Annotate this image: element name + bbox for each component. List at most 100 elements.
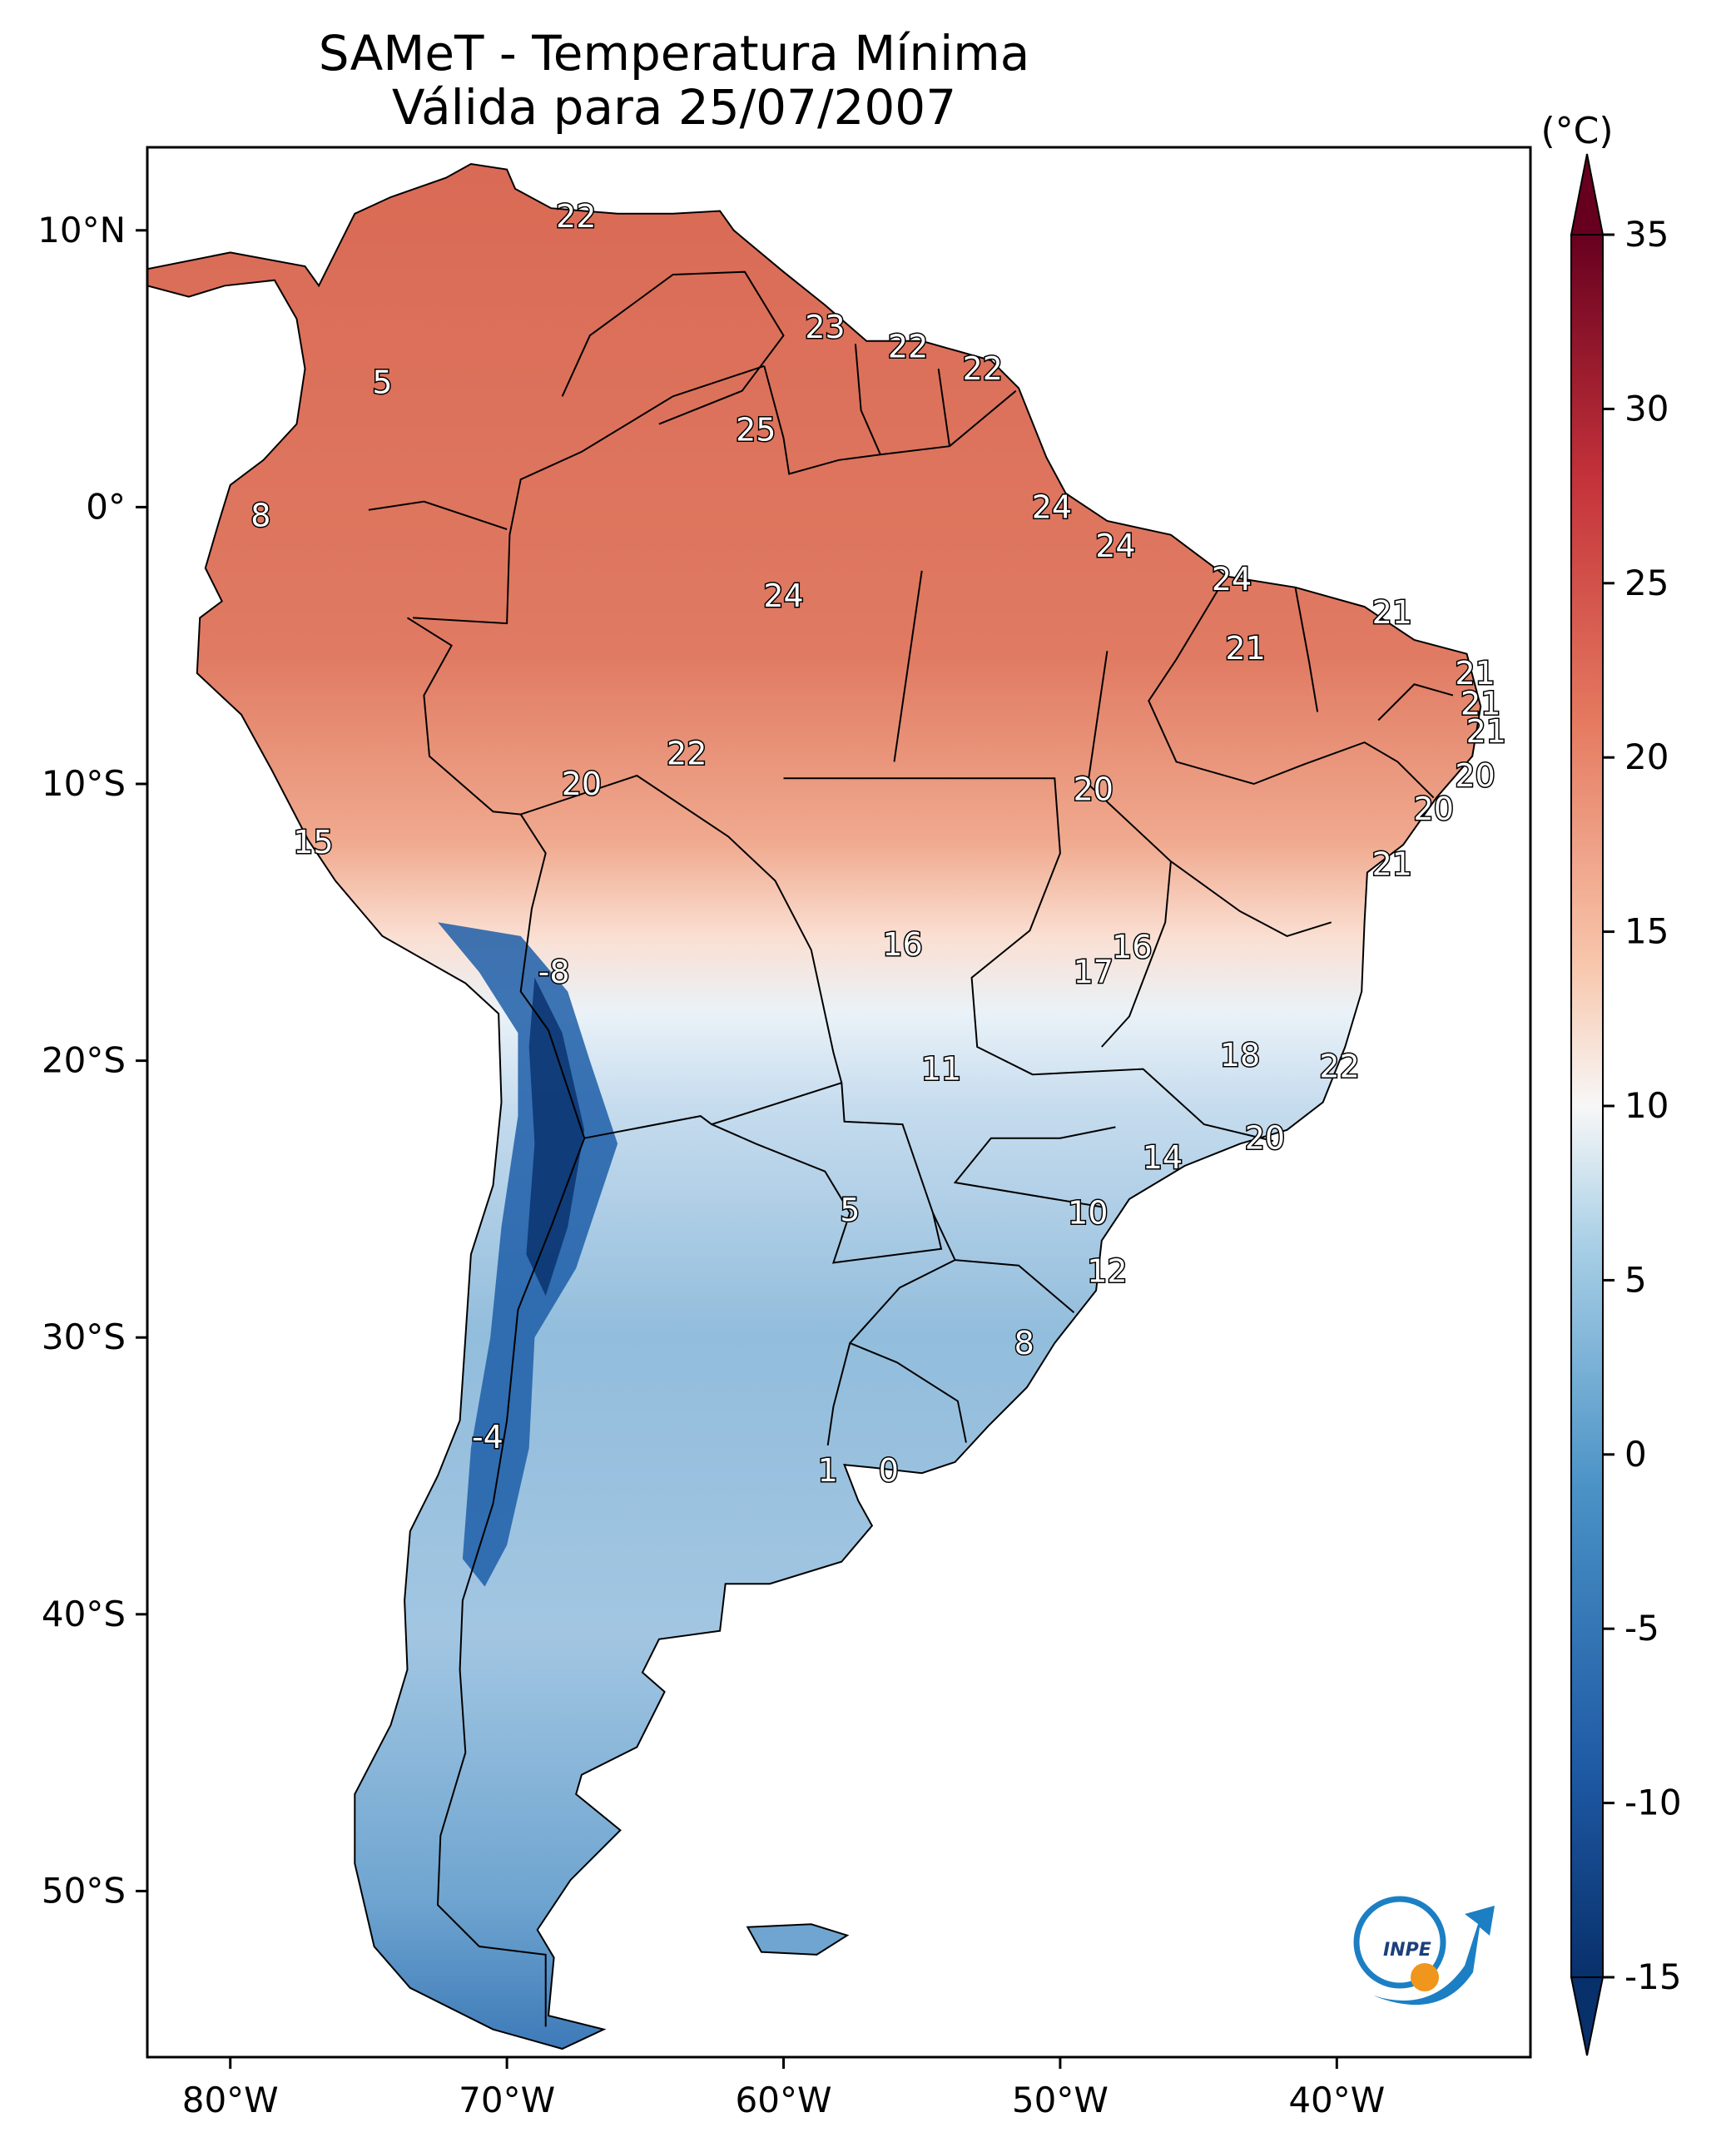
temperature-label: 16: [1112, 929, 1152, 965]
border-line: [1087, 651, 1172, 1048]
lat-tick-label: 30°S: [42, 1316, 126, 1357]
temperature-label: 24: [1095, 528, 1135, 564]
temperature-label: 21: [1225, 630, 1265, 667]
lat-tick-label: 20°S: [42, 1040, 126, 1081]
border-line: [783, 777, 1274, 1143]
temperature-label: 21: [1372, 846, 1412, 883]
border-line: [406, 617, 521, 816]
border-line: [519, 814, 586, 1139]
temperature-label: 20: [562, 766, 602, 802]
border-line: [1170, 860, 1332, 937]
temperature-label: 21: [1461, 686, 1500, 722]
border-line: [368, 500, 508, 530]
temperature-label: -8: [538, 954, 570, 990]
temperature-label: 14: [1143, 1139, 1183, 1176]
colorbar-tick-label: 20: [1624, 736, 1669, 777]
colorbar-tick-label: 5: [1624, 1259, 1647, 1300]
lon-tick-label: 70°W: [459, 2080, 555, 2120]
colorbar-unit: (°C): [1540, 110, 1613, 152]
border-line: [893, 570, 923, 762]
border-line: [849, 1341, 967, 1443]
lon-tick-label: 60°W: [736, 2080, 832, 2120]
temperature-label: 12: [1087, 1252, 1127, 1289]
map-subtitle: Válida para 25/07/2007: [391, 79, 957, 136]
temperature-label: 5: [840, 1192, 860, 1228]
border-line: [1377, 683, 1454, 721]
border-line: [413, 364, 765, 625]
border-line: [826, 1212, 956, 1446]
colorbar-tick-label: 25: [1624, 563, 1669, 603]
latitude-ticks: 10°N 0° 10°S 20°S 30°S 40°S 50°S: [37, 210, 147, 1911]
colorbar-tick-label: 0: [1624, 1434, 1647, 1475]
temperature-label: 24: [1212, 561, 1252, 598]
temperature-label: 20: [1074, 771, 1114, 808]
border-line: [1148, 575, 1435, 799]
temperature-label: 20: [1414, 791, 1454, 827]
temperature-label: 22: [963, 350, 1003, 387]
inpe-logo-swoosh: [1373, 1906, 1495, 2006]
border-line: [561, 270, 785, 425]
temperature-label: 16: [882, 926, 922, 963]
border-line: [711, 1083, 943, 1264]
temperature-label: 5: [372, 364, 392, 401]
temperature-label: 8: [250, 497, 270, 533]
border-line: [955, 1259, 1075, 1314]
colorbar-gradient: [1570, 234, 1604, 1978]
map-title: SAMeT - Temperatura Mínima: [318, 25, 1030, 82]
colorbar: (°C) 35 30 25 20 15 10 5 0 -5 -10 -15: [1540, 110, 1682, 2056]
map-frame: [146, 146, 1532, 2059]
longitude-ticks: 80°W 70°W 60°W 50°W 40°W: [182, 2057, 1385, 2120]
colorbar-tick-label: 15: [1624, 911, 1669, 952]
inpe-logo-text: INPE: [1383, 1940, 1431, 1961]
colorbar-tick-label: -15: [1624, 1956, 1682, 1997]
border-line: [854, 344, 881, 455]
colorbar-tick-label: 30: [1624, 388, 1669, 429]
lon-tick-label: 80°W: [182, 2080, 279, 2120]
temperature-label: 8: [1014, 1325, 1034, 1361]
temperature-label: 21: [1466, 713, 1506, 750]
temperature-label: 22: [667, 735, 707, 771]
temperature-label: 17: [1074, 954, 1114, 990]
border-line: [937, 368, 950, 447]
country-borders: [368, 270, 1454, 2027]
temperature-label: 22: [556, 198, 596, 235]
colorbar-tick-label: -10: [1624, 1783, 1682, 1823]
temperature-label: 25: [736, 411, 776, 448]
temperature-label: 21: [1455, 655, 1495, 692]
temperature-label: 0: [879, 1452, 899, 1489]
colorbar-tick-label: -5: [1624, 1608, 1659, 1649]
lon-tick-label: 50°W: [1012, 2080, 1109, 2120]
temperature-label: 11: [921, 1051, 961, 1088]
temperature-label: 18: [1220, 1037, 1260, 1074]
temperature-label: 10: [1068, 1195, 1108, 1232]
lat-tick-label: 10°N: [37, 210, 126, 250]
temperature-label: 15: [293, 824, 333, 860]
temperature-label: 21: [1372, 594, 1412, 631]
border-line: [520, 774, 843, 1139]
temperature-label: 20: [1455, 757, 1495, 794]
inpe-logo-ring: [1353, 1896, 1446, 1989]
temperature-label: -4: [472, 1419, 503, 1455]
lat-tick-label: 50°S: [42, 1870, 126, 1911]
lat-tick-label: 0°: [86, 486, 126, 527]
inpe-logo: INPE: [1353, 1896, 1495, 2006]
lon-tick-label: 40°W: [1288, 2080, 1385, 2120]
lat-tick-label: 10°S: [42, 763, 126, 804]
border-line: [953, 1126, 1116, 1208]
temperature-label: 24: [1032, 488, 1072, 525]
border-line: [1294, 587, 1319, 712]
border-line: [436, 1138, 586, 2027]
colorbar-bottom-extension: [1570, 1976, 1605, 2056]
temperature-label: 23: [805, 309, 845, 345]
temperature-label: 22: [888, 329, 928, 365]
colorbar-top-extension: [1570, 153, 1605, 236]
colorbar-ticks: 35 30 25 20 15 10 5 0 -5 -10 -15: [1603, 214, 1682, 1997]
andes-cold-core: [526, 977, 585, 1297]
temperature-label: 24: [763, 578, 803, 614]
temperature-label: 1: [818, 1452, 838, 1489]
temperature-label: 20: [1245, 1120, 1285, 1157]
inpe-logo-dot: [1411, 1963, 1439, 1991]
colorbar-tick-label: 10: [1624, 1085, 1669, 1126]
